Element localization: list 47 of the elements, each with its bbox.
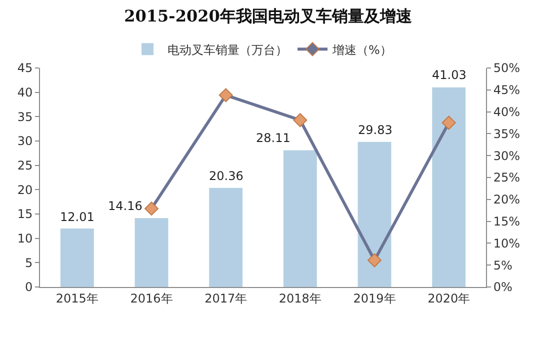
data-label: 28.11 (256, 131, 290, 145)
y2-tick-label: 50% (493, 61, 520, 76)
y-tick-label: 25 (17, 158, 33, 173)
x-tick-label: 2019年 (353, 291, 396, 306)
point (368, 253, 382, 268)
x-tick-label: 2016年 (130, 291, 173, 306)
bar (432, 87, 466, 287)
data-label: 20.36 (209, 169, 244, 183)
bar (358, 142, 392, 287)
x-tick-label: 2020年 (428, 291, 470, 306)
y-tick-label: 0 (24, 280, 33, 294)
y-tick-label: 20 (17, 182, 33, 197)
y-tick-label: 40 (17, 86, 33, 100)
y2-tick-label: 45% (493, 83, 520, 98)
y2-tick-label: 5% (493, 258, 512, 272)
y-tick-label: 15 (17, 207, 33, 222)
y2-tick-label: 25% (493, 170, 520, 185)
point (218, 88, 233, 102)
y2-tick-label: 20% (493, 192, 520, 207)
y2-tick-label: 0% (493, 280, 512, 294)
y2-tick-label: 15% (493, 214, 520, 228)
data-label: 29.83 (358, 123, 392, 137)
y2-tick-label: 35% (493, 126, 520, 141)
point (293, 113, 308, 128)
chart-title: 2015-2020年我国电动叉车销量及增速 (124, 6, 413, 26)
y-tick-label: 30 (17, 134, 33, 148)
data-label: 41.03 (432, 68, 466, 82)
x-tick-label: 2018年 (278, 291, 322, 306)
data-label: 12.01 (60, 210, 94, 224)
y2-tick-label: 30% (493, 148, 520, 163)
x-tick-label: 2015年 (56, 291, 98, 306)
point (442, 116, 456, 130)
bar (60, 228, 94, 287)
y2-tick-label: 10% (493, 236, 520, 250)
y2-tick-label: 40% (493, 105, 520, 119)
x-tick-label: 2017年 (204, 291, 248, 306)
y-tick-label: 45 (17, 61, 33, 76)
legend-label: 电动叉车销量（万台） (168, 42, 288, 57)
y-tick-label: 5 (24, 256, 33, 270)
bar (283, 150, 317, 287)
data-label: 14.16 (108, 199, 142, 213)
legend-label: 增速（%） (332, 42, 392, 57)
point (144, 202, 158, 216)
y-tick-label: 10 (17, 232, 33, 246)
bar (134, 218, 168, 287)
y-tick-label: 35 (17, 110, 33, 124)
bar (209, 188, 243, 287)
